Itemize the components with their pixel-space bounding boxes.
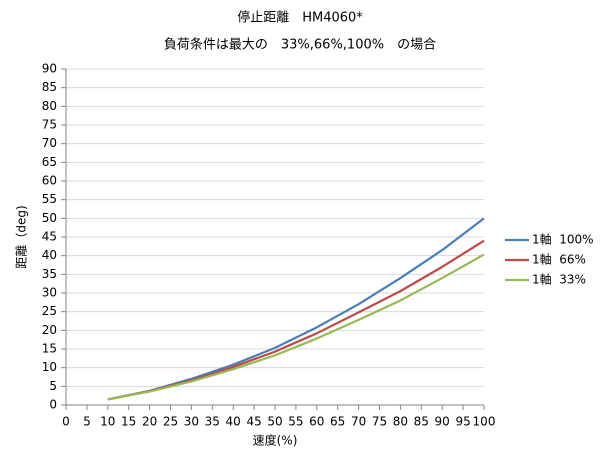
x-tick-label: 10 [100, 415, 115, 429]
legend-label: 1軸 100% [532, 233, 594, 247]
series-line [107, 253, 485, 401]
y-tick-label: 20 [42, 323, 57, 337]
x-axis-label: 速度(%) [253, 433, 298, 448]
y-tick-label: 70 [42, 136, 57, 150]
x-tick-label: 80 [393, 415, 408, 429]
x-tick-label: 50 [267, 415, 282, 429]
x-tick-label: 45 [246, 415, 261, 429]
y-axis-label: 距離（deg) [15, 205, 29, 268]
y-tick-label: 75 [42, 118, 57, 132]
legend-label: 1軸 66% [532, 253, 586, 267]
y-tick-label: 5 [49, 379, 57, 393]
x-tick-label: 40 [226, 415, 241, 429]
legend-label: 1軸 33% [532, 273, 586, 287]
x-tick-label: 70 [351, 415, 366, 429]
x-tick-label: 60 [309, 415, 324, 429]
x-tick-label: 35 [205, 415, 220, 429]
x-tick-label: 20 [142, 415, 157, 429]
x-tick-label: 85 [414, 415, 429, 429]
y-tick-label: 45 [42, 230, 57, 244]
x-tick-label: 55 [288, 415, 303, 429]
x-tick-label: 65 [330, 415, 345, 429]
chart-subtitle: 負荷条件は最大の 33%,66%,100% の場合 [164, 37, 436, 53]
x-tick-label: 30 [184, 415, 199, 429]
y-tick-label: 25 [42, 304, 57, 318]
y-tick-label: 30 [42, 286, 57, 300]
y-tick-label: 60 [42, 174, 57, 188]
y-tick-label: 15 [42, 342, 57, 356]
y-tick-label: 90 [42, 62, 57, 76]
y-tick-label: 65 [42, 155, 57, 169]
chart-title: 停止距離 HM4060* [237, 10, 363, 26]
x-tick-label: 0 [62, 415, 70, 429]
x-tick-label: 100 [473, 415, 496, 429]
x-tick-label: 75 [372, 415, 387, 429]
x-tick-label: 90 [435, 415, 450, 429]
x-tick-label: 5 [83, 415, 91, 429]
y-tick-label: 40 [42, 248, 57, 262]
y-tick-label: 35 [42, 267, 57, 281]
x-tick-label: 15 [121, 415, 136, 429]
y-tick-label: 10 [42, 360, 57, 374]
y-tick-label: 55 [42, 192, 57, 206]
y-tick-label: 80 [42, 99, 57, 113]
x-tick-label: 25 [163, 415, 178, 429]
y-tick-label: 0 [49, 398, 57, 412]
y-tick-label: 50 [42, 211, 57, 225]
x-tick-label: 95 [455, 415, 470, 429]
y-tick-label: 85 [42, 80, 57, 94]
